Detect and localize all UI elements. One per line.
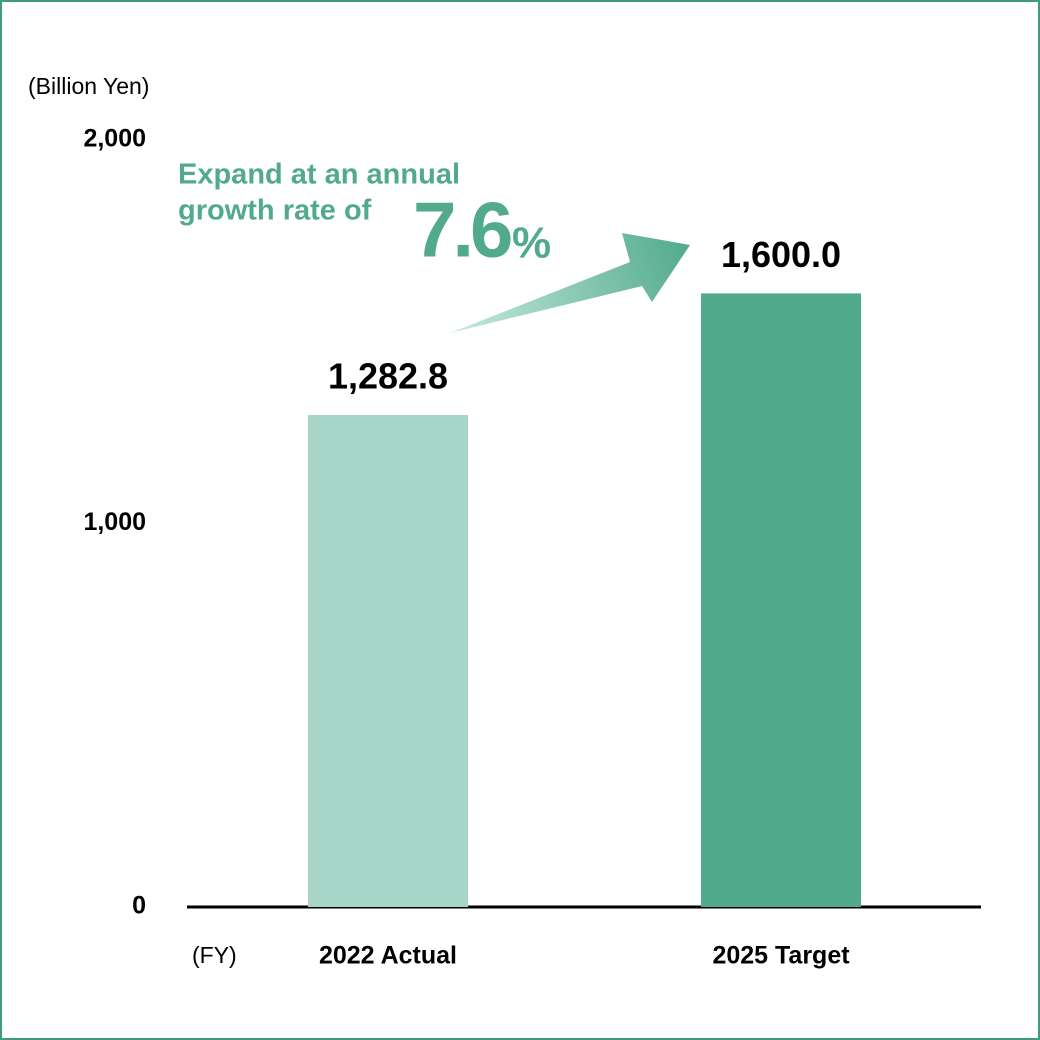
y-tick-label: 1,000 — [83, 508, 146, 536]
growth-arrow — [450, 233, 690, 333]
annotation-rate: 7.6 — [413, 186, 511, 274]
x-unit-label: (FY) — [192, 942, 237, 968]
bar — [701, 293, 861, 907]
x-tick-label: 2025 Target — [712, 942, 850, 970]
value-label: 1,282.8 — [328, 356, 448, 397]
annotation-line: Expand at an annual — [178, 159, 460, 191]
x-tick-label: 2022 Actual — [319, 942, 457, 970]
value-label: 1,600.0 — [721, 234, 841, 275]
annotation-rate-unit: % — [512, 219, 551, 268]
bar — [308, 415, 468, 907]
y-unit-label: (Billion Yen) — [28, 73, 149, 99]
annotation-line: growth rate of — [178, 195, 372, 227]
y-tick-label: 0 — [132, 892, 146, 920]
y-tick-label: 2,000 — [83, 125, 146, 153]
